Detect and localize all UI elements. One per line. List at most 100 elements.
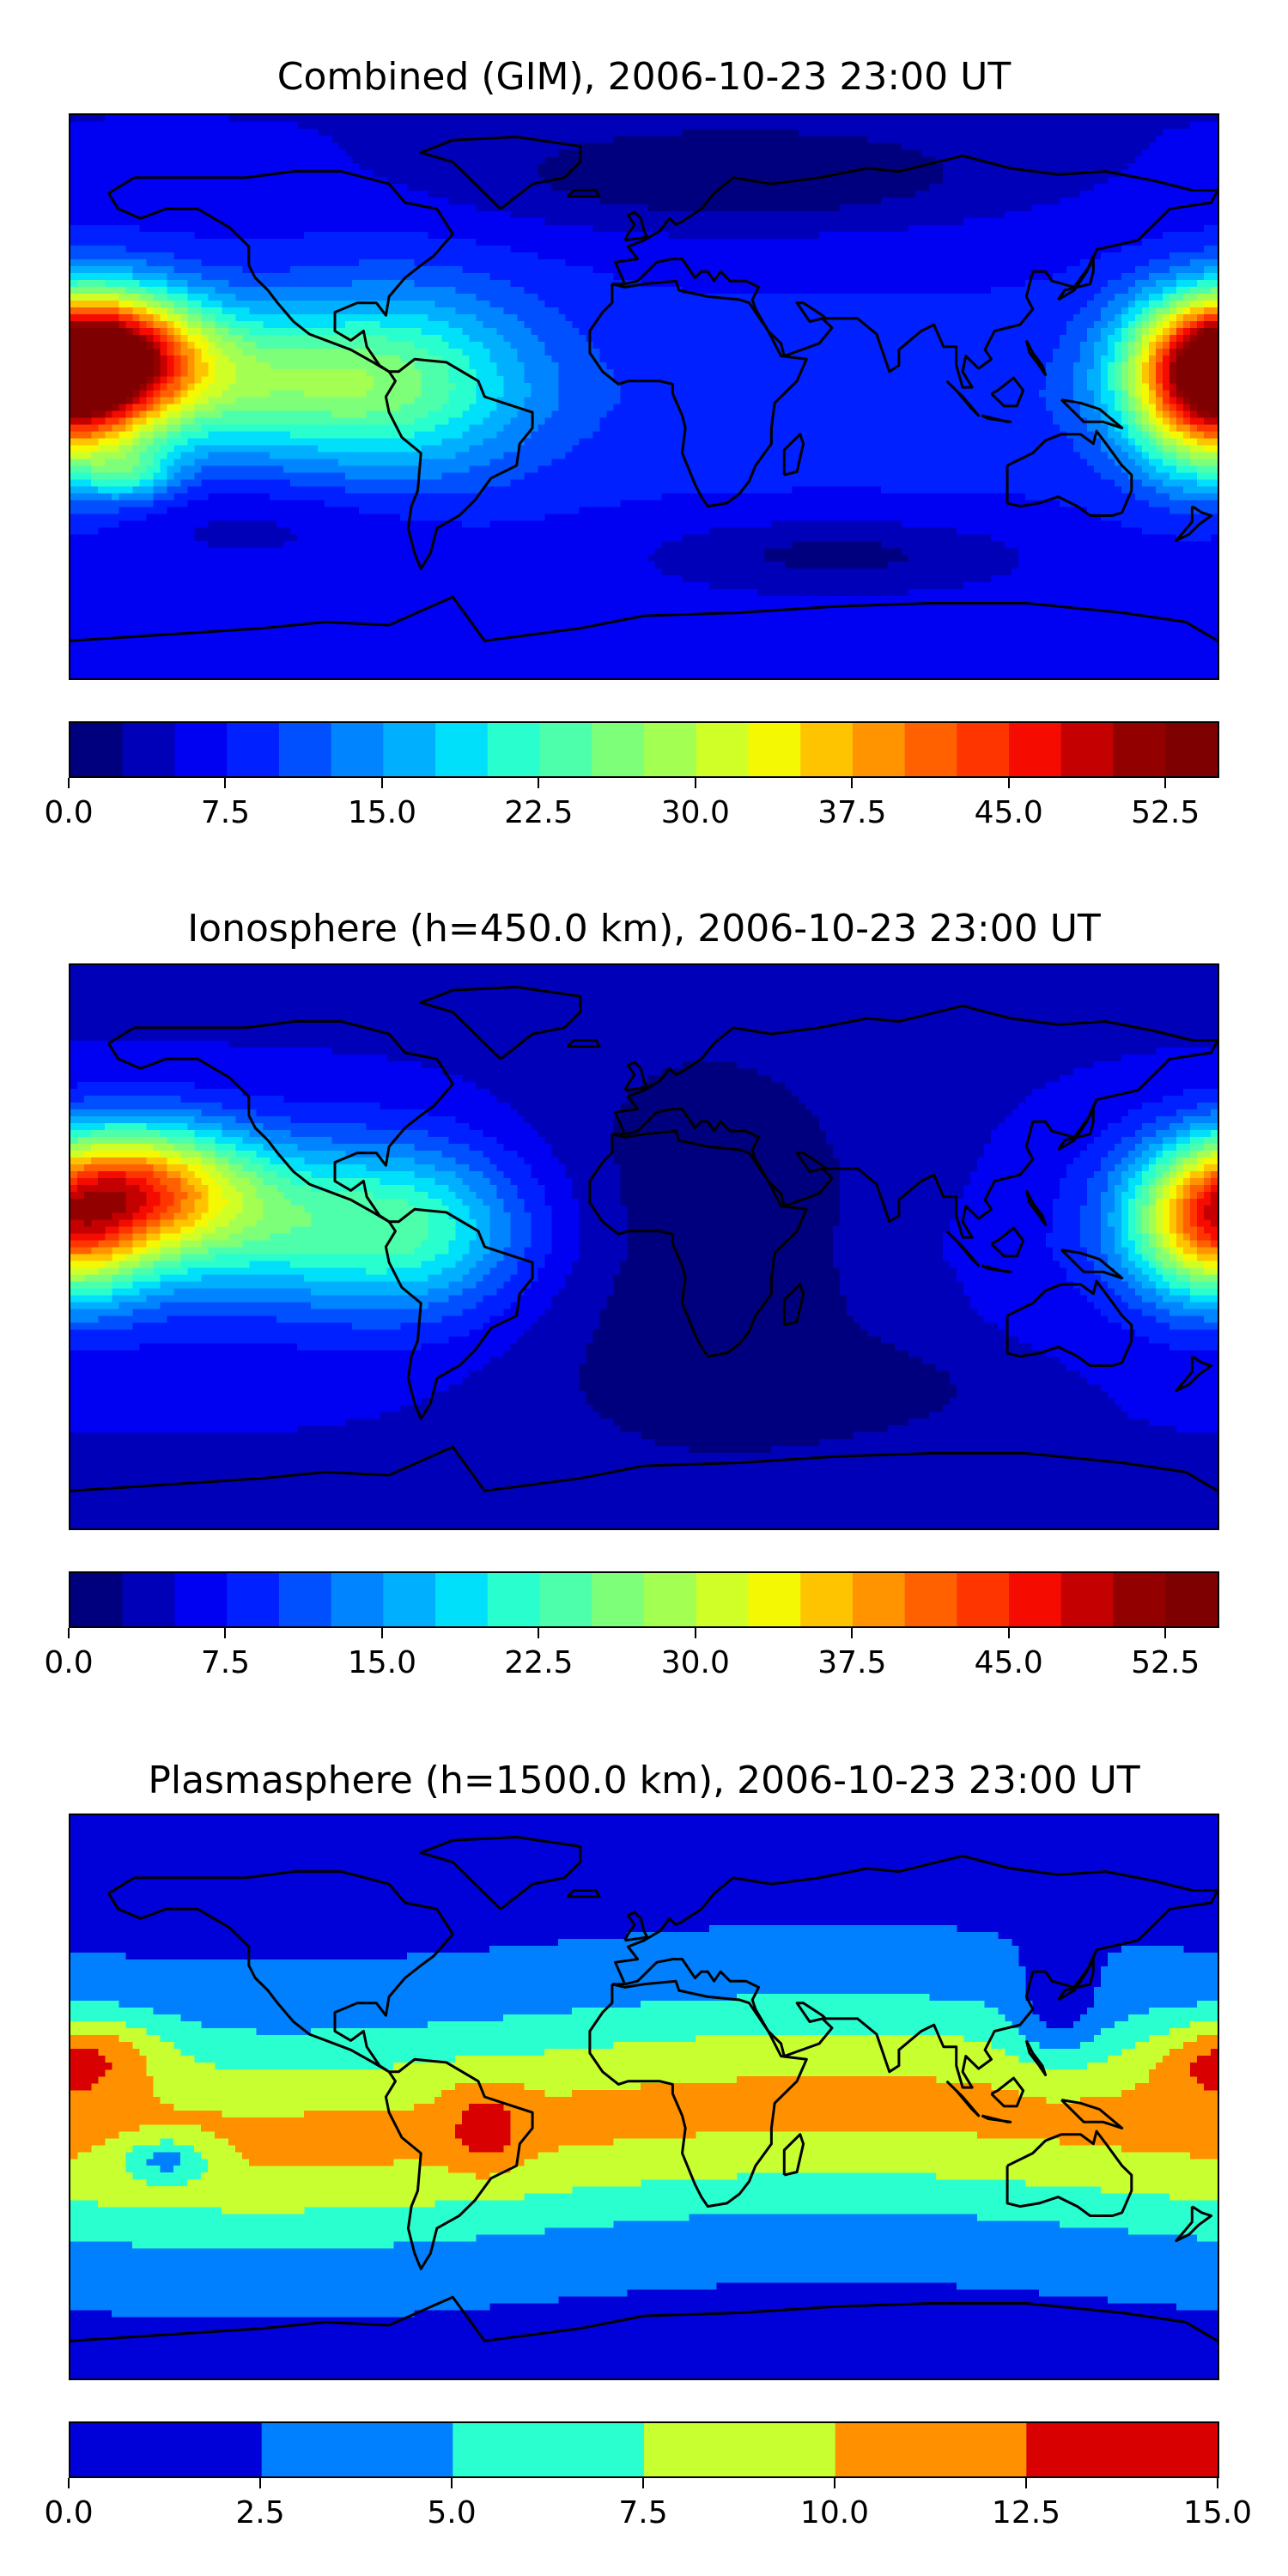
coastline-8: [945, 2080, 981, 2117]
colorbar-swatch: [539, 723, 592, 776]
colorbar-tick: [451, 2478, 453, 2488]
coastline-16: [70, 595, 1218, 642]
coastline-14: [566, 1039, 601, 1048]
coastline-15: [1175, 505, 1213, 543]
coastline-1: [384, 1207, 534, 1420]
colorbar-tick-label: 10.0: [799, 2495, 870, 2530]
colorbar-swatch: [800, 1573, 854, 1626]
coastline-14: [566, 189, 601, 198]
colorbar-swatch: [487, 723, 541, 776]
colorbar-swatch: [1009, 723, 1062, 776]
coastline-5: [782, 433, 805, 477]
chart-title: Plasmasphere (h=1500.0 km), 2006-10-23 2…: [148, 1759, 1140, 1802]
colorbar-tick-label: 0.0: [44, 2495, 94, 2530]
colorbar-tick: [68, 1628, 70, 1638]
colorbar-swatch: [904, 723, 957, 776]
colorbar-svg: [70, 2423, 1218, 2476]
colorbar-tick: [1007, 778, 1010, 788]
colorbar-swatch: [261, 2423, 453, 2476]
colorbar-swatch: [904, 1573, 957, 1626]
coastline-2: [419, 136, 582, 210]
coastline-9: [981, 1264, 1012, 1273]
contour-level-20: [70, 1192, 126, 1227]
colorbar-ticks: 0.0 7.5 15.0 22.5 30.0 37.5 45.0 52.5: [44, 778, 1219, 830]
coastline-13: [623, 1060, 649, 1092]
colorbar-tick-label: 0.0: [44, 795, 94, 830]
colorbar-tick-label: 7.5: [200, 1645, 251, 1680]
colorbar-tick: [642, 2478, 644, 2488]
colorbar-tick: [538, 1628, 540, 1638]
colorbar-swatch: [70, 2423, 263, 2476]
colorbar-swatch: [1009, 1573, 1062, 1626]
contour-level-1: [70, 1925, 1218, 2318]
colorbar-tick-label: 45.0: [974, 795, 1043, 830]
colorbar-svg: [70, 1573, 1218, 1626]
colorbar-swatch: [644, 1573, 697, 1626]
coastline-11: [1060, 2099, 1124, 2129]
colorbar-swatch: [644, 723, 697, 776]
colorbar-tick: [259, 2478, 261, 2488]
coastline-11: [1060, 398, 1124, 429]
coastline-12: [1024, 1189, 1048, 1226]
colorbar-swatch: [435, 1573, 489, 1626]
coastline-15: [1175, 1355, 1213, 1393]
colorbar-tick: [224, 1628, 227, 1638]
coastline-5: [782, 2133, 805, 2177]
colorbar-tick-label: 22.5: [504, 1645, 574, 1680]
coastline-2: [419, 986, 582, 1060]
contour-level-4: [70, 246, 1218, 514]
coastline-10: [990, 376, 1025, 408]
coastline-7: [1057, 1104, 1095, 1151]
colorbar-tick: [1025, 2478, 1027, 2488]
coastline-12: [1024, 339, 1048, 376]
colorbar-tick: [694, 1628, 696, 1638]
colorbar-swatch: [800, 723, 854, 776]
contour-level-0: [579, 1061, 957, 1454]
coastline-8: [945, 1230, 981, 1267]
colorbar-swatch: [278, 723, 332, 776]
colorbar-swatch: [278, 1573, 332, 1626]
colorbar: [69, 721, 1219, 778]
colorbar-swatch: [70, 1573, 124, 1626]
coastline-7: [1057, 1954, 1095, 2002]
coastlines: [70, 986, 1218, 1492]
coastline-0: [107, 170, 454, 374]
colorbar-tick: [538, 778, 540, 788]
coastline-1: [384, 357, 534, 570]
colorbar-tick-label: 0.0: [44, 1645, 94, 1680]
colorbar-swatch: [1060, 723, 1115, 776]
contour-level-1: [70, 115, 1218, 597]
colorbar-tick: [1164, 1628, 1167, 1638]
coastline-6: [1005, 429, 1133, 517]
colorbar-tick-label: 12.5: [991, 2495, 1061, 2530]
colorbar-swatch: [644, 2423, 836, 2476]
chart-title: Ionosphere (h=450.0 km), 2006-10-23 23:0…: [187, 907, 1101, 951]
contour-level-14: [70, 1157, 1218, 1261]
colorbar-tick: [834, 2478, 835, 2488]
tec-map: [69, 1814, 1219, 2380]
colorbar-swatch: [1026, 2423, 1218, 2476]
coastline-3: [611, 154, 1218, 389]
colorbar-swatch: [852, 1573, 906, 1626]
colorbar-swatch: [70, 723, 124, 776]
tec-map: [69, 963, 1219, 1530]
chart-title: Combined (GIM), 2006-10-23 23:00 UT: [276, 55, 1012, 99]
coastline-16: [70, 1445, 1218, 1492]
colorbar-swatch: [696, 1573, 750, 1626]
coastline-16: [70, 2295, 1218, 2342]
colorbar-swatch: [1113, 1573, 1166, 1626]
colorbar-tick: [1164, 778, 1167, 788]
coastline-6: [1005, 1279, 1133, 1367]
coastline-11: [1060, 1249, 1124, 1279]
colorbar-swatch: [852, 723, 906, 776]
colorbar-swatch: [696, 723, 750, 776]
colorbar-swatch: [227, 1573, 280, 1626]
coastline-8: [945, 380, 981, 417]
coastline-6: [1005, 2129, 1133, 2217]
colorbar-swatch: [383, 723, 436, 776]
colorbar-swatch: [748, 723, 801, 776]
colorbar-swatch: [1165, 1573, 1218, 1626]
colorbar-svg: [70, 723, 1218, 776]
colorbar-swatch: [835, 2423, 1027, 2476]
coastline-1: [384, 2057, 534, 2270]
